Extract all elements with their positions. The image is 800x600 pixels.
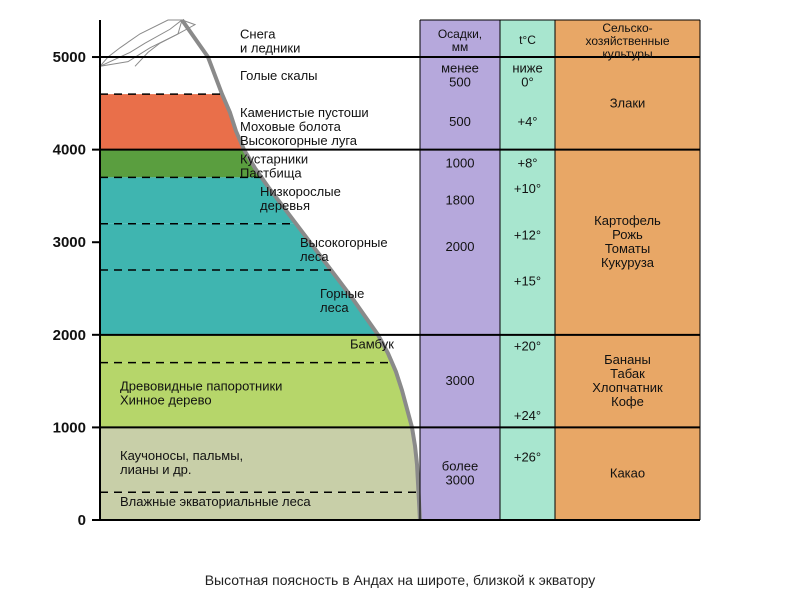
temp-cell-6: +20° <box>514 338 541 353</box>
zone-label-high-forest: Высокогорныелеса <box>300 235 388 264</box>
temp-cell-4: +12° <box>514 227 541 242</box>
crops-cell-3: Какао <box>610 466 645 481</box>
y-tick-label: 2000 <box>53 327 86 344</box>
temp-cell-8: +26° <box>514 450 541 465</box>
temp-column <box>500 20 555 520</box>
temp-cell-7: +24° <box>514 408 541 423</box>
figure-caption: Высотная поясность в Андах на широте, бл… <box>0 572 800 588</box>
zone-alpine <box>100 94 244 150</box>
temp-cell-5: +15° <box>514 274 541 289</box>
y-tick-label: 1000 <box>53 419 86 436</box>
zone-shrubs <box>100 150 262 178</box>
y-tick-label: 3000 <box>53 234 86 251</box>
zone-label-bare-rock: Голые скалы <box>240 68 318 83</box>
zone-label-low-trees: Низкорослыедеревья <box>260 184 341 213</box>
precip-cell-4: 2000 <box>446 239 475 254</box>
zone-high-forest <box>100 224 331 270</box>
zone-label-rainforest: Влажные экваториальные леса <box>120 494 311 509</box>
temp-cell-2: +8° <box>517 156 537 171</box>
zone-label-shrubs: КустарникиПастбища <box>240 152 308 181</box>
precip-cell-1: 500 <box>449 114 471 129</box>
altitudinal-zonation-diagram: Снегаи ледники Голые скалы Каменистые пуст… <box>0 0 800 560</box>
temp-cell-3: +10° <box>514 181 541 196</box>
zone-bamboo <box>100 335 392 363</box>
y-tick-label: 4000 <box>53 142 86 159</box>
precip-cell-6: более3000 <box>442 459 478 488</box>
crops-cell-0: Злаки <box>610 95 646 110</box>
zone-label-bamboo: Бамбук <box>350 337 394 352</box>
y-tick-label: 0 <box>78 512 86 529</box>
zone-label-snow: Снегаи ледники <box>240 27 300 56</box>
precip-cell-5: 3000 <box>446 373 475 388</box>
precip-cell-2: 1000 <box>446 156 475 171</box>
temp-header: t°C <box>519 33 536 47</box>
precip-cell-3: 1800 <box>446 193 475 208</box>
zone-label-alpine: Каменистые пустошиМоховые болотаВысокого… <box>240 105 369 148</box>
y-tick-label: 5000 <box>53 49 86 66</box>
temp-cell-1: +4° <box>517 114 537 129</box>
precip-column <box>420 20 500 520</box>
